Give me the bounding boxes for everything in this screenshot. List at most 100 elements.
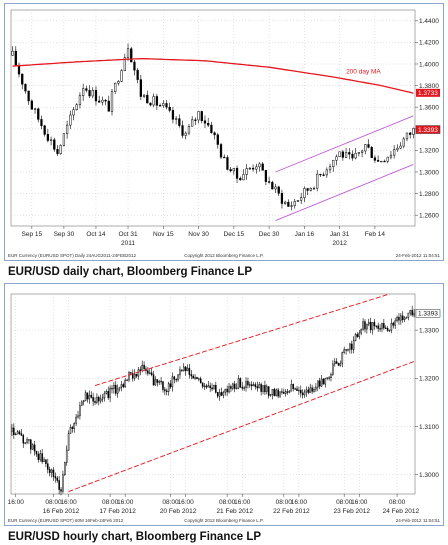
candle: [114, 82, 117, 95]
candle-body: [40, 119, 43, 127]
candle: [376, 155, 380, 162]
candle-body: [303, 391, 306, 396]
candle-body: [306, 188, 309, 191]
candle-body: [33, 444, 36, 452]
candle-body: [290, 205, 293, 207]
candle: [232, 382, 234, 391]
candle-body: [341, 352, 344, 364]
candle: [413, 308, 415, 318]
candle-body: [393, 149, 396, 156]
candle: [107, 95, 110, 112]
candle: [264, 380, 266, 396]
candle-body: [403, 317, 406, 320]
candle: [162, 100, 165, 109]
hourly-chart-panel: 1.3300 1.3200 1.3100 1.3000 16:00 08:00 16:00 0…: [4, 283, 444, 526]
candle: [16, 430, 19, 435]
candle-body: [30, 100, 33, 110]
daily-chart: 1.44001.42001.40001.38001.36001.34001.32…: [8, 9, 440, 258]
candle-body: [128, 372, 130, 381]
candle: [139, 366, 142, 376]
candle-body: [379, 328, 381, 330]
candle-body: [237, 378, 240, 389]
candle-body: [335, 361, 338, 364]
candle-body: [288, 390, 291, 393]
candle-body: [123, 57, 126, 71]
candle: [320, 374, 323, 388]
candle: [237, 375, 240, 390]
candle: [300, 192, 303, 205]
candle-body: [383, 323, 385, 329]
candle: [203, 382, 206, 390]
candle-body: [167, 383, 170, 392]
candle: [258, 381, 261, 389]
candle-body: [229, 169, 232, 172]
candle: [394, 317, 396, 329]
candle: [303, 186, 306, 203]
candle: [350, 340, 353, 354]
candle: [347, 348, 349, 352]
candle-body: [309, 188, 312, 191]
candle-body: [64, 462, 66, 475]
candle: [90, 391, 93, 399]
candle-body: [324, 378, 327, 385]
candle-body: [370, 147, 373, 158]
candle-body: [264, 170, 268, 182]
daily-chart-panel: 1.44001.42001.40001.38001.36001.34001.32…: [4, 3, 444, 261]
candle: [131, 369, 134, 382]
candle: [366, 323, 368, 334]
candle: [210, 121, 213, 134]
candle: [409, 309, 412, 316]
candle: [215, 381, 217, 394]
candle: [139, 74, 142, 101]
candle: [79, 401, 81, 420]
candle-body: [294, 388, 296, 390]
candle: [110, 89, 114, 116]
candle: [277, 387, 279, 399]
candle: [182, 363, 185, 372]
candle-body: [283, 391, 285, 394]
candle-body: [213, 132, 216, 136]
candle: [171, 372, 174, 392]
candle: [409, 132, 412, 139]
x-group-label: 24 Feb 2012: [383, 508, 420, 515]
candle-body: [16, 431, 19, 435]
candle: [224, 388, 227, 396]
x-tick-label: Dec 30: [259, 231, 280, 238]
candle: [46, 128, 50, 143]
daily-chart-caption: EUR/USD daily chart, Bloomberg Finance L…: [8, 266, 253, 278]
candle-body: [315, 386, 317, 390]
candle-body: [114, 82, 117, 92]
x-tick-label: 16:00: [117, 499, 134, 506]
candle-body: [94, 89, 98, 102]
candle-body: [313, 389, 315, 392]
y-tick-label: 1.4200: [419, 40, 439, 47]
candle-body: [271, 389, 274, 395]
candle: [335, 154, 338, 166]
candle: [190, 369, 193, 380]
candle-body: [194, 377, 196, 379]
candle-body: [330, 374, 332, 378]
candle: [388, 329, 391, 333]
candle: [284, 200, 287, 206]
candle-body: [54, 476, 57, 479]
candle-body: [150, 372, 153, 375]
candle: [158, 103, 162, 107]
candle-body: [207, 122, 210, 126]
candle: [360, 149, 364, 158]
candle: [101, 96, 104, 106]
x-tick-label: 08:00: [336, 499, 353, 506]
candle: [130, 46, 133, 63]
candle: [367, 318, 370, 327]
candle: [400, 313, 402, 325]
candle: [98, 95, 101, 103]
candle-body: [300, 389, 302, 394]
candle: [209, 382, 211, 393]
candle: [260, 382, 262, 396]
candle-body: [319, 173, 322, 176]
candle-body: [367, 144, 370, 148]
candle-body: [367, 322, 370, 325]
candle-body: [101, 397, 104, 400]
candle-body: [75, 416, 77, 424]
candle: [280, 189, 284, 209]
candle-body: [56, 477, 59, 481]
